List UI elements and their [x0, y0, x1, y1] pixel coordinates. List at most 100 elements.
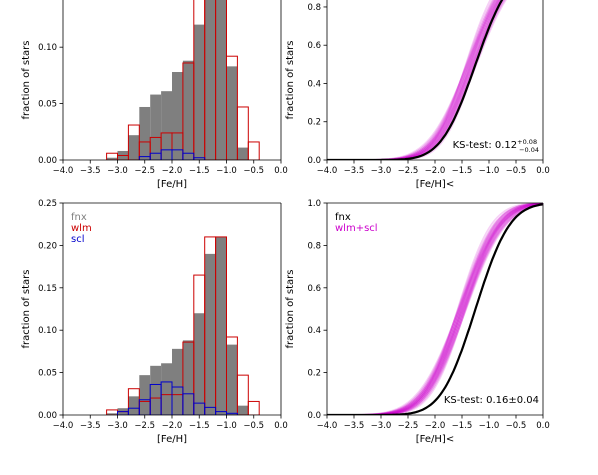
x-tick-label: −2.5 — [134, 166, 155, 176]
cdf-line-wlm+scl — [327, 203, 543, 415]
y-tick-label: 0.15 — [38, 284, 57, 294]
panel-bottom-left: −4.0 −3.5 −3.0 −2.5 −2.0 −1.5 −1.0 −0.5 0.0 0.00 0… — [21, 199, 288, 445]
plot-area — [327, 0, 507, 160]
bar-outline-wlm — [215, 236, 228, 415]
x-tick-label: 0.0 — [274, 166, 288, 176]
x-tick-label: −0.5 — [506, 421, 527, 431]
x-tick-label: −4.0 — [317, 421, 338, 431]
bar-fnx — [226, 344, 238, 415]
bar-fnx — [193, 24, 205, 160]
x-tick-label: −2.0 — [425, 166, 446, 176]
x-tick-label: −0.5 — [243, 421, 264, 431]
y-tick-label: 0.8 — [307, 3, 321, 13]
x-tick-label: 0.0 — [536, 421, 550, 431]
x-tick-label: −1.5 — [189, 166, 210, 176]
y-axis-label: fraction of stars — [21, 41, 32, 120]
x-tick-label: −1.0 — [479, 166, 500, 176]
legend-entry-wlm: wlm — [71, 223, 92, 234]
bar-fnx — [226, 66, 238, 160]
bar-fnx — [150, 365, 162, 415]
panel-top-left: −4.0 −3.5 −3.0 −2.5 −2.0 −1.5 −1.0 −0.5 0.0 0.00 0… — [21, 0, 288, 190]
series-fnx — [327, 0, 504, 160]
plot-area — [106, 0, 260, 160]
x-tick-label: −0.5 — [506, 166, 527, 176]
series-fnx — [106, 0, 249, 160]
y-tick-label: 0.10 — [38, 43, 57, 53]
bar-fnx — [172, 72, 183, 160]
bar-fnx — [204, 0, 216, 160]
cdf-line-wlm+scl — [327, 0, 504, 160]
cdf-line-wlm+scl — [327, 0, 497, 160]
x-tick-label: −4.0 — [317, 166, 338, 176]
bar-outline-wlm — [236, 374, 249, 415]
cdf-line-wlm+scl — [327, 0, 499, 160]
y-tick-label: 1.0 — [307, 199, 321, 209]
bar-fnx — [106, 413, 118, 415]
cdf-line-wlm+scl — [327, 0, 505, 160]
cdf-line-wlm+scl — [327, 0, 503, 160]
series-wlm+scl — [327, 203, 543, 415]
bar-outline-wlm — [236, 106, 249, 160]
bar-fnx — [237, 147, 249, 160]
bar-fnx — [150, 94, 162, 160]
y-axis-label: fraction of stars — [285, 270, 296, 349]
cdf-line-wlm+scl — [327, 0, 493, 160]
x-tick-label: 0.0 — [536, 166, 550, 176]
cdf-line-fnx — [327, 0, 504, 160]
bar-fnx — [193, 313, 205, 415]
x-tick-label: −4.0 — [53, 166, 74, 176]
y-axis-label: fraction of stars — [21, 270, 32, 349]
cdf-line-wlm+scl — [327, 0, 500, 160]
cdf-line-wlm+scl — [327, 0, 506, 160]
cdf-line-wlm+scl — [327, 0, 500, 160]
x-axis-label: [Fe/H] — [157, 179, 187, 190]
cdf-line-wlm+scl — [327, 0, 492, 160]
plot-area — [106, 236, 260, 415]
y-axis-label: fraction of stars — [285, 41, 296, 120]
y-tick-label: 0.05 — [38, 369, 57, 379]
cdf-line-wlm+scl — [327, 0, 501, 160]
cdf-line-wlm+scl — [327, 0, 502, 160]
y-tick-label: 0.6 — [307, 41, 321, 51]
cdf-line-wlm+scl — [327, 0, 496, 160]
cdf-line-wlm+scl — [327, 203, 543, 415]
x-tick-label: −3.0 — [107, 166, 128, 176]
series-fnx — [327, 203, 543, 415]
x-tick-label: −1.5 — [452, 421, 473, 431]
x-tick-label: −0.5 — [243, 166, 264, 176]
bar-fnx — [215, 0, 227, 160]
legend-entry-scl: scl — [71, 234, 85, 245]
x-tick-label: −1.5 — [452, 166, 473, 176]
cdf-line-wlm+scl — [327, 203, 543, 415]
panel-bottom-right: KS-test: 0.16±0.04 −4.0 −3.5 −3.0 −2.5 −2.0 −1… — [285, 199, 550, 445]
y-tick-label: 0.00 — [38, 156, 57, 166]
x-axis-label: [Fe/H] — [157, 434, 187, 445]
bar-outline-scl — [182, 152, 195, 160]
series-scl — [138, 149, 206, 160]
cdf-line-wlm+scl — [327, 0, 497, 160]
cdf-line-wlm+scl — [327, 0, 495, 160]
y-tick-label: 0.20 — [38, 241, 57, 251]
x-tick-label: −1.0 — [216, 421, 237, 431]
bar-fnx — [204, 253, 216, 415]
bar-outline-wlm — [215, 0, 228, 160]
x-axis-label: [Fe/H]< — [416, 179, 454, 190]
x-tick-label: 0.0 — [274, 421, 288, 431]
y-tick-label: 0.8 — [307, 241, 321, 251]
x-tick-label: −3.5 — [80, 166, 101, 176]
x-tick-label: −1.0 — [479, 421, 500, 431]
legend-entry-fnx: fnx — [71, 212, 87, 223]
y-tick-label: 0.00 — [38, 411, 57, 421]
y-tick-label: 0.10 — [38, 326, 57, 336]
ks-sup: +0.08 — [517, 138, 537, 146]
bar-fnx — [182, 60, 194, 160]
y-tick-label: 0.25 — [38, 199, 57, 209]
x-tick-label: −2.5 — [134, 421, 155, 431]
y-tick-label: 0.0 — [307, 411, 321, 421]
x-tick-label: −2.0 — [162, 421, 183, 431]
cdf-line-wlm+scl — [327, 0, 498, 160]
y-tick-label: 0.0 — [307, 156, 321, 166]
y-tick-label: 0.2 — [307, 369, 321, 379]
